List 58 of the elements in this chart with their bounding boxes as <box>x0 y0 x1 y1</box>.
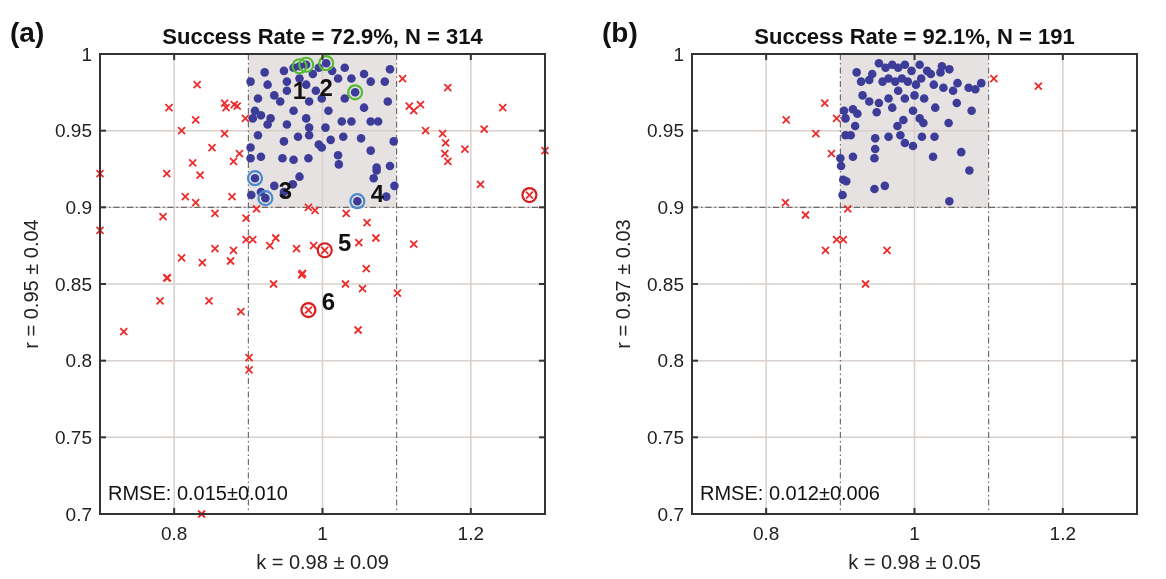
y-tick-label: 1 <box>81 43 92 65</box>
y-tick-label: 0.8 <box>657 350 684 372</box>
point <box>827 149 836 159</box>
chart-title: Success Rate = 72.9%, N = 314 <box>162 24 484 49</box>
point <box>820 98 830 108</box>
y-tick-label: 0.9 <box>65 196 92 218</box>
point <box>1033 81 1043 91</box>
annotation: 4 <box>370 179 385 207</box>
point <box>861 279 870 289</box>
annotation: 6 <box>321 288 336 316</box>
y-axis-title: r = 0.95 ± 0.04 <box>20 219 42 349</box>
y-tick-label: 0.95 <box>55 120 92 142</box>
y-tick-label: 0.75 <box>647 426 684 448</box>
annotation: 5 <box>338 228 352 256</box>
x-tick-label: 0.8 <box>752 523 780 544</box>
point <box>781 198 790 208</box>
point <box>781 115 791 125</box>
text: (b) <box>602 17 638 48</box>
y-tick-label: 0.7 <box>657 503 684 525</box>
point <box>521 186 538 204</box>
y-tick-label: 0.95 <box>647 120 684 142</box>
x-tick-label: 1.2 <box>457 523 485 544</box>
y-tick-label: 0.9 <box>657 196 684 218</box>
point <box>318 55 335 72</box>
y-tick-label: 0.85 <box>55 273 92 295</box>
point <box>801 210 810 220</box>
point <box>347 84 364 101</box>
x-tick-label: 1 <box>317 523 328 544</box>
point <box>246 170 264 187</box>
y-tick-label: 0.8 <box>65 350 92 372</box>
point <box>316 242 333 259</box>
x-tick-label: 0.8 <box>160 523 188 544</box>
y-tick-label: 0.75 <box>55 426 92 448</box>
point <box>349 193 366 210</box>
text: (a) <box>10 17 45 48</box>
annotation: RMSE: 0.012±0.006 <box>700 482 880 504</box>
point <box>291 58 308 75</box>
chart-title: Success Rate = 92.1%, N = 191 <box>754 24 1075 49</box>
y-tick-label: 0.7 <box>65 503 92 525</box>
annotation: 2 <box>319 73 333 101</box>
point <box>832 114 842 123</box>
annotation: RMSE: 0.015±0.010 <box>108 482 288 504</box>
point <box>257 190 274 207</box>
point <box>821 245 830 255</box>
x-axis-title: k = 0.98 ± 0.09 <box>256 551 389 573</box>
x-tick-label: 1 <box>909 523 920 544</box>
point <box>843 204 853 214</box>
y-tick-label: 0.85 <box>647 273 684 295</box>
point <box>989 74 999 83</box>
x-axis-title: k = 0.98 ± 0.05 <box>848 551 981 573</box>
point <box>882 245 892 255</box>
point <box>298 56 315 73</box>
x-tick-label: 1.2 <box>1049 523 1077 544</box>
point <box>300 301 317 319</box>
annotation: 1 <box>292 76 307 104</box>
y-tick-label: 1 <box>673 43 684 65</box>
point <box>811 129 821 139</box>
y-axis-title: r = 0.97 ± 0.03 <box>612 219 634 349</box>
